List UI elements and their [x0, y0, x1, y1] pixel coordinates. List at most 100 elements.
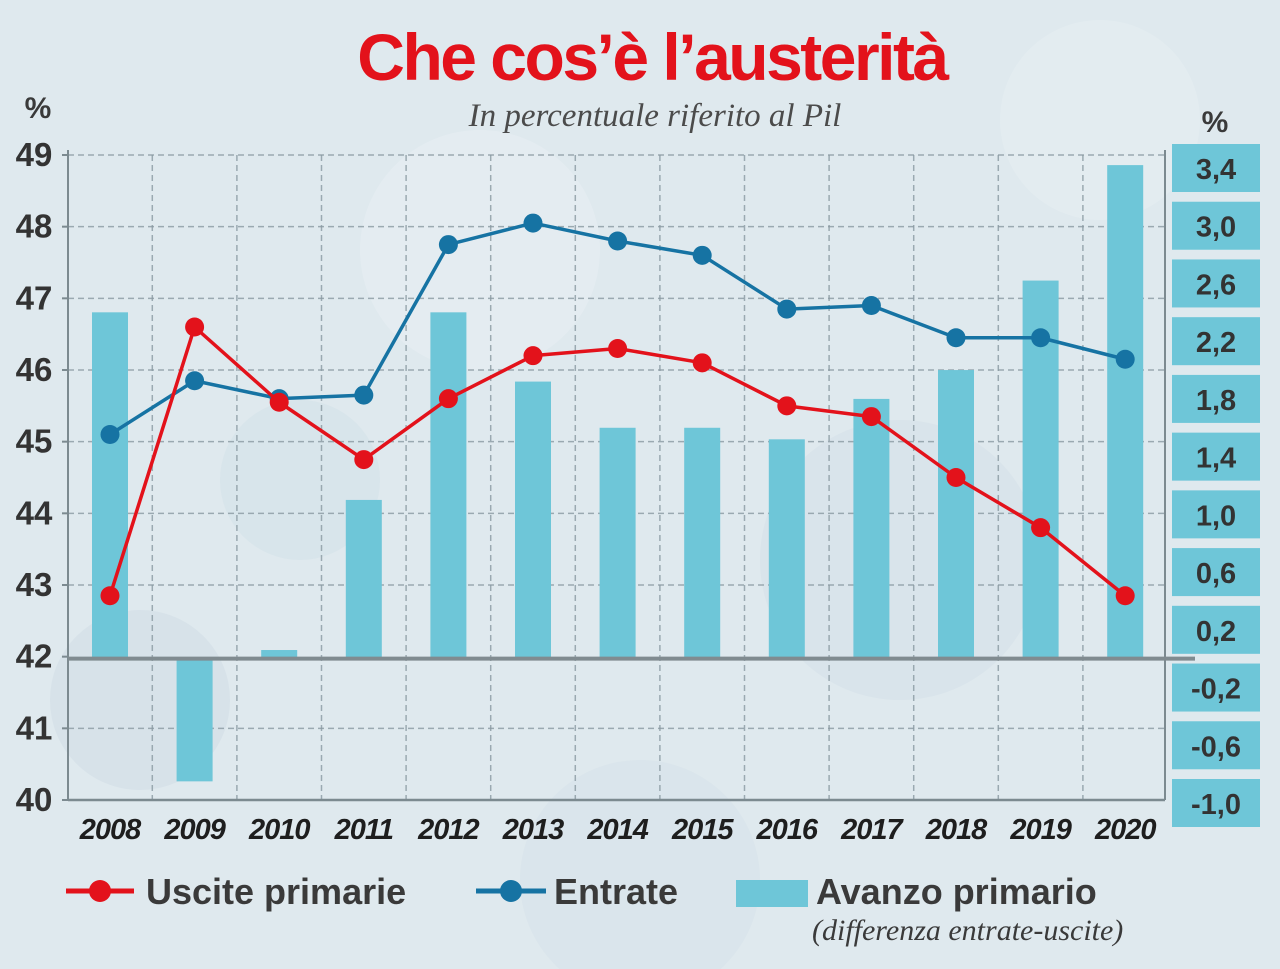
right-tick-box	[1172, 663, 1260, 712]
legend-entrate-marker	[500, 880, 522, 902]
chart-subtitle: In percentuale riferito al Pil	[468, 98, 842, 134]
left-tick-45: 45	[16, 423, 53, 460]
line-uscite-point-2015	[692, 353, 712, 373]
right-tick-box	[1172, 374, 1260, 423]
line-uscite-point-2009	[185, 317, 205, 337]
line-entrate-point-2017	[861, 296, 881, 315]
right-tick-label: 0,2	[1196, 616, 1236, 648]
x-tick-2010: 2010	[248, 814, 310, 846]
line-uscite-point-2013	[523, 346, 543, 366]
right-tick-box	[1172, 144, 1260, 192]
left-tick-41: 41	[16, 709, 53, 746]
x-tick-2020: 2020	[1094, 814, 1156, 846]
right-tick-label: 2,6	[1196, 269, 1236, 301]
x-tick-2011: 2011	[334, 814, 393, 846]
right-tick-label: 2,2	[1196, 327, 1236, 359]
right-tick-label: 1,0	[1196, 500, 1236, 532]
legend-item-entrate: Entrate	[476, 871, 678, 912]
bar-2017	[853, 398, 890, 659]
left-tick-44: 44	[16, 494, 53, 531]
right-axis-unit: %	[1202, 106, 1229, 139]
left-tick-43: 43	[16, 566, 53, 603]
line-entrate-point-2014	[608, 231, 628, 251]
line-uscite-point-2008	[100, 586, 120, 606]
line-uscite-point-2010	[269, 392, 289, 412]
left-tick-47: 47	[16, 279, 53, 316]
left-tick-49: 49	[16, 136, 53, 173]
right-tick-label: -0,6	[1191, 731, 1241, 763]
x-tick-2018: 2018	[925, 814, 988, 846]
legend-avanzo-note: (differenza entrate-uscite)	[812, 914, 1123, 947]
line-entrate-point-2012	[438, 235, 458, 255]
legend-entrate-label: Entrate	[554, 871, 678, 912]
legend-item-avanzo: Avanzo primario (differenza entrate-usci…	[736, 871, 1123, 947]
x-tick-2014: 2014	[586, 814, 648, 846]
bar-2020	[1107, 165, 1144, 659]
left-tick-42: 42	[16, 638, 53, 675]
right-tick-box	[1172, 605, 1260, 654]
right-tick-label: 3,4	[1196, 154, 1236, 186]
line-entrate-point-2020	[1115, 349, 1135, 369]
line-uscite-point-2016	[777, 396, 797, 416]
line-entrate-point-2013	[523, 213, 543, 233]
x-tick-2012: 2012	[417, 814, 479, 846]
right-tick-label: 3,0	[1196, 212, 1236, 244]
bar-2010	[261, 650, 298, 659]
bar-2012	[430, 312, 467, 659]
bar-2015	[684, 427, 721, 659]
right-tick-box	[1172, 259, 1260, 308]
line-entrate-point-2009	[185, 371, 205, 391]
bar-2008	[92, 312, 128, 659]
axes	[62, 150, 1195, 802]
line-entrate-point-2016	[777, 299, 797, 319]
right-tick-label: 1,8	[1196, 385, 1236, 417]
line-uscite-point-2019	[1031, 518, 1051, 538]
bar-2018	[938, 370, 974, 659]
line-uscite-primarie	[100, 317, 1135, 606]
right-tick-box	[1172, 779, 1260, 827]
line-entrate-point-2011	[354, 385, 374, 405]
bar-2009	[176, 658, 213, 782]
line-uscite-point-2018	[946, 468, 966, 487]
bar-2014	[599, 427, 636, 659]
right-tick-label: 1,4	[1196, 443, 1236, 475]
legend-avanzo-swatch	[736, 880, 808, 907]
left-tick-46: 46	[16, 351, 53, 388]
line-uscite-point-2011	[354, 450, 374, 470]
line-entrate-point-2008	[100, 425, 120, 444]
x-tick-2015: 2015	[671, 814, 734, 846]
left-tick-48: 48	[16, 208, 53, 245]
right-tick-box	[1172, 201, 1260, 250]
x-tick-2017: 2017	[840, 814, 904, 846]
right-tick-box	[1172, 490, 1260, 539]
legend-uscite-marker	[89, 880, 111, 902]
right-tick-box	[1172, 317, 1260, 366]
right-tick-box	[1172, 721, 1260, 770]
right-tick-label: 0,6	[1196, 558, 1236, 590]
line-entrate-point-2015	[692, 245, 712, 265]
right-tick-label: -1,0	[1191, 789, 1241, 821]
bars-avanzo-primario	[92, 165, 1144, 782]
right-tick-box	[1172, 548, 1260, 597]
line-uscite-point-2014	[608, 339, 628, 358]
bar-2013	[515, 381, 551, 659]
line-entrate-point-2019	[1031, 328, 1051, 348]
x-tick-2013: 2013	[502, 814, 564, 846]
legend-item-uscite: Uscite primarie	[66, 871, 406, 912]
x-tick-2016: 2016	[756, 814, 819, 846]
x-tick-2019: 2019	[1009, 814, 1071, 846]
line-uscite-point-2017	[861, 407, 881, 427]
chart-title: Che cos’è l’austerità	[357, 20, 949, 94]
x-tick-2009: 2009	[163, 814, 225, 846]
legend-avanzo-label: Avanzo primario	[816, 871, 1097, 912]
x-tick-2008: 2008	[79, 814, 142, 846]
line-uscite-point-2020	[1115, 586, 1135, 606]
gridlines	[68, 154, 1165, 800]
line-uscite-point-2012	[438, 389, 458, 409]
bar-2016	[768, 439, 805, 659]
legend: Uscite primarie Entrate Avanzo primario …	[66, 871, 1123, 947]
right-tick-box	[1172, 432, 1260, 481]
